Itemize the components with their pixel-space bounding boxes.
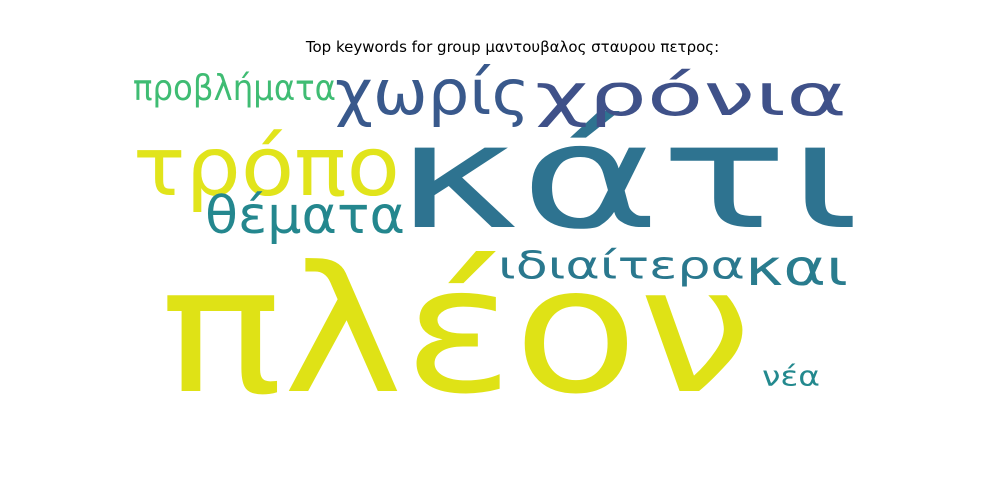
word-kai: και	[745, 239, 848, 297]
word-idiaitera: ιδιαίτερα	[498, 243, 745, 288]
word-choris: χωρίς	[335, 56, 530, 129]
word-provlimata: προβλήματα	[133, 68, 336, 109]
word-pleon: πλέον	[160, 229, 752, 433]
word-nea: νέα	[762, 360, 820, 393]
word-chronia: χρόνια	[535, 61, 847, 129]
word-themata: θέματα	[205, 186, 405, 246]
word-kati: κάτι	[395, 93, 860, 262]
word-tropo: τρόπο	[133, 120, 400, 215]
chart-title: Top keywords for group μαντουβαλος σταυρ…	[305, 38, 720, 56]
